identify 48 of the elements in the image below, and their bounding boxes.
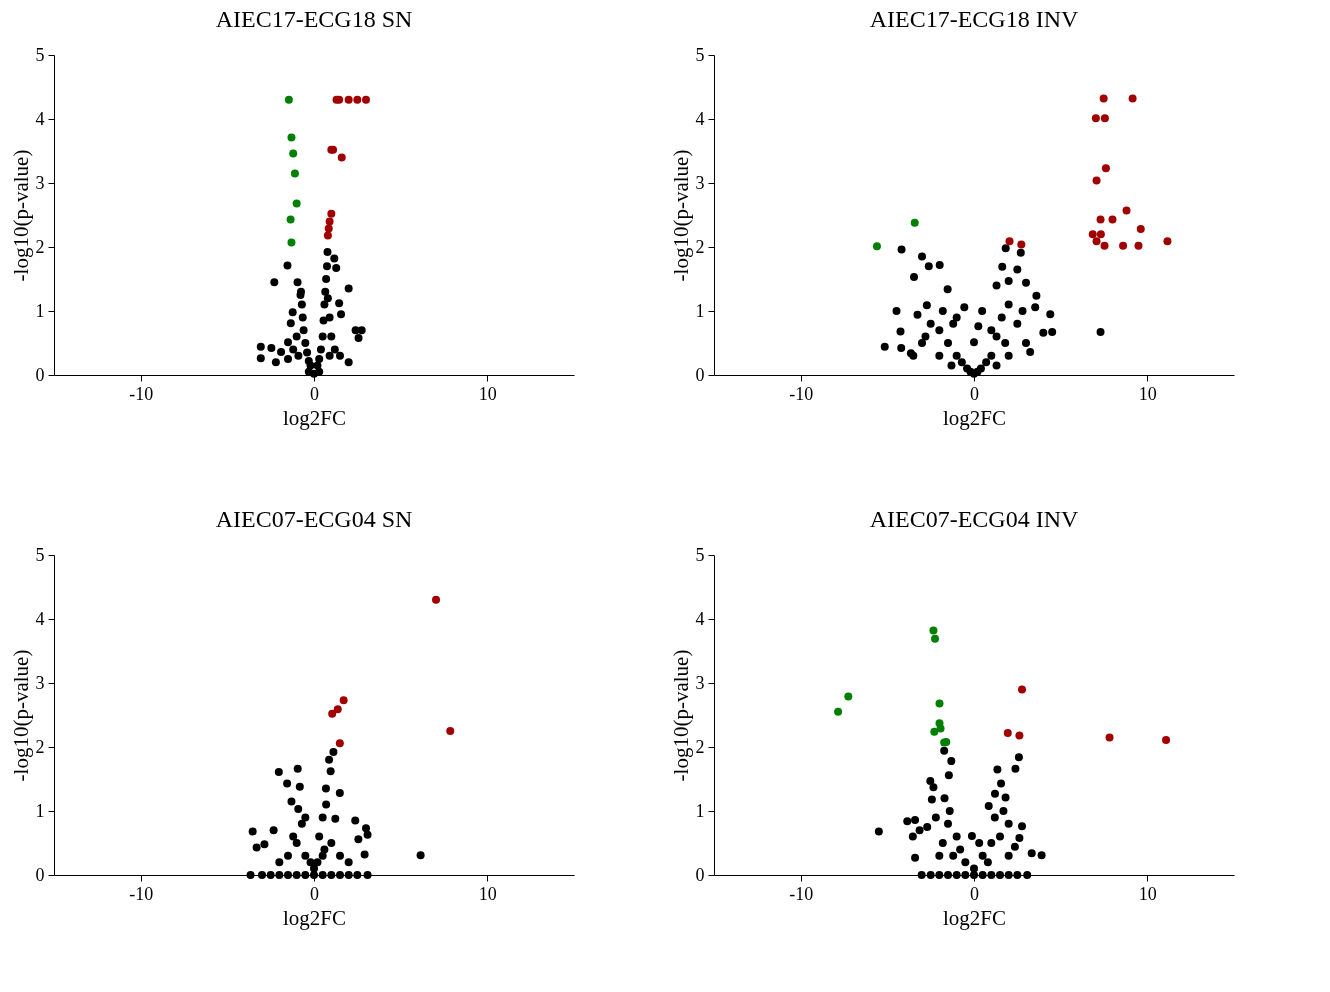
y-tick-label: 5: [35, 544, 45, 565]
y-tick-label: 0: [695, 864, 705, 885]
y-tick-label: 2: [695, 236, 705, 257]
y-axis-title: -log10(p-value): [668, 649, 693, 782]
y-tick-label: 2: [695, 736, 705, 757]
x-tick-label: -10: [129, 883, 154, 904]
y-tick-label: 4: [695, 108, 705, 129]
y-tick-label: 0: [35, 364, 45, 385]
y-axis-title: -log10(p-value): [668, 149, 693, 282]
y-axis-title: -log10(p-value): [8, 149, 33, 282]
x-axis-title: log2FC: [942, 905, 1007, 930]
chart-title: AIEC07-ECG04 INV: [869, 506, 1079, 532]
y-tick-label: 5: [695, 44, 705, 65]
y-tick-label: 3: [695, 672, 705, 693]
chart-title: AIEC17-ECG18 INV: [869, 6, 1079, 32]
chart-title: AIEC07-ECG04 SN: [215, 506, 413, 532]
x-tick-label: -10: [129, 383, 154, 404]
y-tick-label: 1: [695, 800, 705, 821]
y-tick-label: 4: [695, 608, 705, 629]
y-tick-label: 5: [35, 44, 45, 65]
y-tick-label: 3: [35, 672, 45, 693]
y-tick-label: 4: [35, 108, 45, 129]
x-tick-label: 10: [1138, 883, 1157, 904]
x-tick-label: 10: [478, 383, 497, 404]
y-tick-label: 2: [35, 736, 45, 757]
y-tick-label: 2: [35, 236, 45, 257]
y-tick-label: 1: [35, 300, 45, 321]
y-tick-label: 3: [35, 172, 45, 193]
x-tick-label: -10: [789, 383, 814, 404]
x-tick-label: 10: [478, 883, 497, 904]
x-tick-label: -10: [789, 883, 814, 904]
x-axis-title: log2FC: [942, 405, 1007, 430]
y-tick-label: 1: [35, 800, 45, 821]
x-tick-label: 0: [310, 383, 319, 404]
y-tick-label: 0: [695, 364, 705, 385]
y-tick-label: 5: [695, 544, 705, 565]
x-tick-label: 0: [310, 883, 319, 904]
y-tick-label: 4: [35, 608, 45, 629]
y-tick-label: 3: [695, 172, 705, 193]
y-axis-title: -log10(p-value): [8, 649, 33, 782]
chart-title: AIEC17-ECG18 SN: [215, 6, 413, 32]
x-axis-title: log2FC: [282, 905, 347, 930]
x-tick-label: 0: [970, 383, 979, 404]
y-tick-label: 0: [35, 864, 45, 885]
x-tick-label: 10: [1138, 383, 1157, 404]
x-tick-label: 0: [970, 883, 979, 904]
x-axis-title: log2FC: [282, 405, 347, 430]
y-tick-label: 1: [695, 300, 705, 321]
